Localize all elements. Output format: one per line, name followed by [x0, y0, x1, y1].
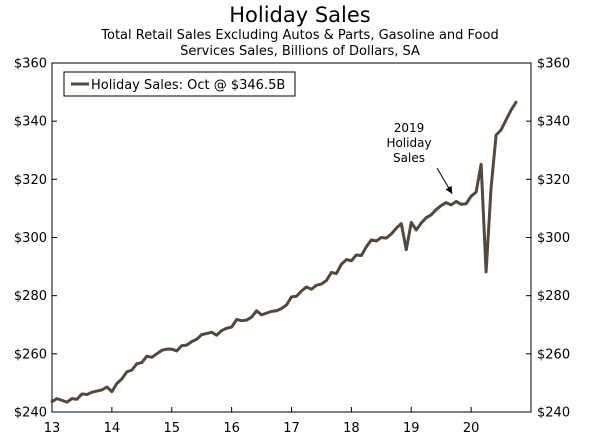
y-tick-label-right: $260 — [537, 347, 570, 362]
y-tick-label-right: $240 — [537, 406, 570, 421]
y-tick-label-left: $360 — [14, 57, 47, 72]
x-tick-label: 13 — [44, 421, 61, 436]
y-tick-label-left: $260 — [14, 347, 47, 362]
y-tick-label-left: $280 — [14, 289, 47, 304]
series-line-holiday-sales — [50, 100, 518, 404]
legend-label: Holiday Sales: Oct @ $346.5B — [91, 78, 285, 93]
x-tick-label: 15 — [163, 421, 180, 436]
x-tick-label: 18 — [343, 421, 360, 436]
x-tick-label: 14 — [104, 421, 121, 436]
y-tick-label-right: $280 — [537, 289, 570, 304]
y-tick-label-right: $340 — [537, 115, 570, 130]
x-tick-label: 19 — [403, 421, 420, 436]
y-tick-label-right: $300 — [537, 231, 570, 246]
annotation-line-1: 2019 — [394, 121, 425, 135]
x-tick-label: 16 — [223, 421, 240, 436]
annotation-line-3: Sales — [393, 151, 425, 165]
annotation: 2019 Holiday Sales — [386, 121, 453, 194]
x-tick-label: 17 — [283, 421, 300, 436]
chart-title: Holiday Sales — [229, 3, 371, 27]
y-tick-label-left: $320 — [14, 173, 47, 188]
legend-box — [63, 71, 296, 97]
x-tick-label: 20 — [463, 421, 480, 436]
legend: Holiday Sales: Oct @ $346.5B — [63, 71, 296, 97]
y-tick-label-left: $300 — [14, 231, 47, 246]
plot-area — [51, 62, 532, 413]
y-tick-label-left: $340 — [14, 115, 47, 130]
y-tick-label-left: $240 — [14, 406, 47, 421]
annotation-line-2: Holiday — [386, 136, 431, 150]
y-tick-label-right: $320 — [537, 173, 570, 188]
annotation-arrowhead — [445, 185, 453, 194]
y-tick-label-right: $360 — [537, 57, 570, 72]
chart-subtitle-line-1: Total Retail Sales Excluding Autos & Par… — [101, 28, 499, 43]
chart-subtitle-line-2: Services Sales, Billions of Dollars, SA — [180, 44, 420, 59]
